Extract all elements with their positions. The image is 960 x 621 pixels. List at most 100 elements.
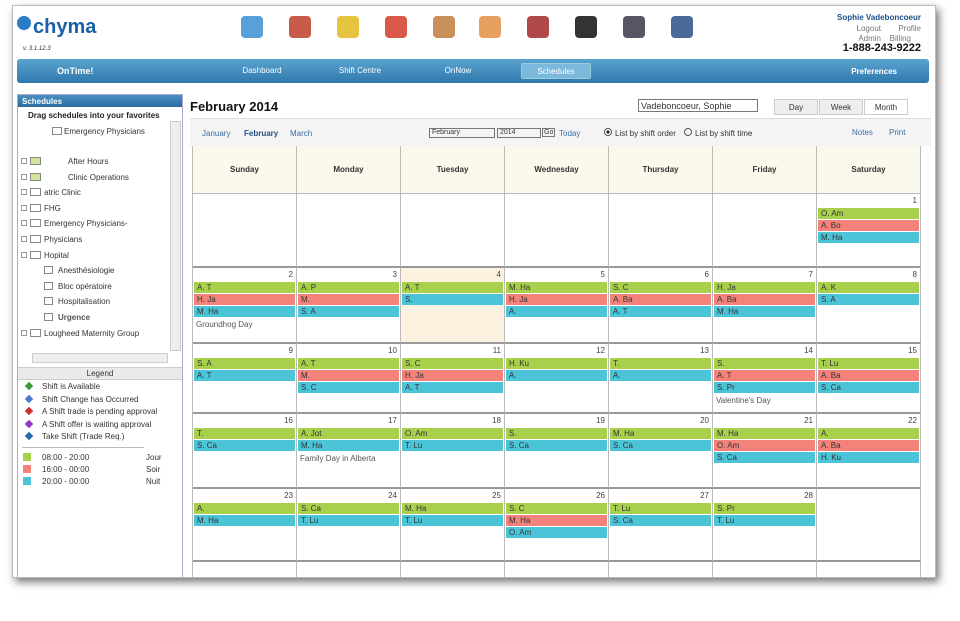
day-cell[interactable] — [713, 194, 817, 268]
shift-entry[interactable]: M. — [298, 294, 399, 305]
shift-entry[interactable]: A. T — [402, 282, 503, 293]
shift-entry[interactable]: S. Ca — [506, 440, 607, 451]
person-select[interactable]: Vadeboncoeur, Sophie — [638, 99, 758, 112]
shift-entry[interactable]: M. Ha — [506, 515, 607, 526]
schedule[interactable]: FHG — [44, 203, 61, 213]
shift-entry[interactable]: A. — [194, 503, 295, 514]
shift-entry[interactable]: H. Ja — [194, 294, 295, 305]
notes[interactable]: Notes — [852, 128, 873, 137]
shift-entry[interactable]: M. Ha — [610, 428, 711, 439]
day-cell[interactable]: 6 S. C A. Ba A. T — [609, 268, 713, 344]
day-cell[interactable]: 16 T. S. Ca — [193, 414, 297, 489]
day-cell[interactable]: 17 A. Jot M. Ha Family Day in Alberta — [297, 414, 401, 489]
shift-entry[interactable]: H. Ja — [506, 294, 607, 305]
shift-entry[interactable]: T. Lu — [402, 515, 503, 526]
shift-entry[interactable]: A. P — [298, 282, 399, 293]
day-cell[interactable] — [817, 489, 921, 562]
shift-entry[interactable]: S. A — [194, 358, 295, 369]
icon[interactable] — [671, 16, 693, 38]
shift-entry[interactable]: S. A — [818, 294, 919, 305]
nav-tab[interactable]: OnNow — [444, 66, 472, 75]
icon[interactable] — [623, 16, 645, 38]
year-select[interactable]: 2014 — [497, 128, 541, 138]
shift-entry[interactable]: T. — [194, 428, 295, 439]
shift-entry[interactable]: T. Lu — [818, 358, 919, 369]
schedule[interactable]: Hopital — [44, 250, 69, 260]
day-cell[interactable] — [713, 562, 817, 577]
shift-entry[interactable]: S. C — [610, 282, 711, 293]
shift-entry[interactable]: A. Jot — [298, 428, 399, 439]
sub-schedule[interactable]: Anesthésiologie — [58, 266, 115, 276]
shift-entry[interactable]: M. — [298, 370, 399, 381]
shift-entry[interactable]: S. Pr — [714, 503, 815, 514]
day-cell[interactable] — [297, 562, 401, 577]
shift-entry[interactable]: O. Am — [714, 440, 815, 451]
shift-entry[interactable]: H. Ja — [402, 370, 503, 381]
shift-entry[interactable]: S. C — [298, 382, 399, 393]
shift-entry[interactable]: S. C — [402, 358, 503, 369]
shift-entry[interactable]: T. Lu — [610, 503, 711, 514]
next-month[interactable]: March — [290, 129, 313, 138]
schedule[interactable]: Physicians — [44, 235, 83, 244]
shift-entry[interactable]: A. T — [610, 306, 711, 317]
icon[interactable] — [385, 16, 407, 38]
shift-entry[interactable]: M. Ha — [506, 282, 607, 293]
shift-entry[interactable]: M. Ha — [402, 503, 503, 514]
day-cell[interactable]: 20 M. Ha S. Ca — [609, 414, 713, 489]
shift-entry[interactable]: A. Ba — [714, 294, 815, 305]
sub-schedule[interactable]: Hospitalisation — [58, 297, 111, 307]
shift-entry[interactable]: A. Ba — [610, 294, 711, 305]
shift-entry[interactable]: H. Ku — [818, 452, 919, 463]
shift-entry[interactable]: S. Ca — [818, 382, 919, 393]
day-cell[interactable]: 8 A. K S. A — [817, 268, 921, 344]
shift-entry[interactable]: S. A — [298, 306, 399, 317]
day-cell[interactable]: 7 H. Ja A. Ba M. Ha — [713, 268, 817, 344]
day-cell[interactable]: 12 H. Ku A. — [505, 344, 609, 414]
prev-month[interactable]: January — [202, 129, 231, 138]
day-cell[interactable]: 19 S. S. Ca — [505, 414, 609, 489]
go-button[interactable]: Go — [542, 128, 556, 137]
shift-entry[interactable]: S. — [506, 428, 607, 439]
today[interactable]: Today — [559, 129, 581, 138]
shift-entry[interactable]: S. Ca — [714, 452, 815, 463]
sub-schedule[interactable]: Urgence — [58, 313, 91, 322]
nav-tab[interactable]: Schedules — [521, 63, 591, 79]
day-cell[interactable]: 18 O. Am T. Lu — [401, 414, 505, 489]
shift-entry[interactable]: S. C — [506, 503, 607, 514]
schedule[interactable]: Clinic Operations — [68, 172, 129, 182]
day-cell[interactable] — [609, 562, 713, 577]
day-cell[interactable]: 15 T. Lu A. Ba S. Ca — [817, 344, 921, 414]
shift-entry[interactable]: A. — [506, 370, 607, 381]
favorite[interactable]: Emergency Physicians — [64, 127, 145, 136]
day-cell[interactable] — [505, 562, 609, 577]
header-link[interactable]: Billing — [889, 34, 911, 43]
day-cell[interactable]: 2 A. T H. Ja M. Ha Groundhog Day — [193, 268, 297, 344]
view-tab[interactable]: Month — [864, 99, 908, 115]
day-cell[interactable]: 27 T. Lu S. Ca — [609, 489, 713, 562]
shift-entry[interactable]: O. Am — [402, 428, 503, 439]
day-cell[interactable]: 24 S. Ca T. Lu — [297, 489, 401, 562]
shift-entry[interactable]: M. Ha — [298, 440, 399, 451]
shift-entry[interactable]: A. — [610, 370, 711, 381]
shift-entry[interactable]: M. Ha — [194, 306, 295, 317]
day-cell[interactable]: 9 S. A A. T — [193, 344, 297, 414]
header-link[interactable]: Profile — [898, 24, 921, 33]
day-cell[interactable]: 13 T. A. — [609, 344, 713, 414]
icon[interactable] — [527, 16, 549, 38]
day-cell[interactable]: 21 M. Ha O. Am S. Ca — [713, 414, 817, 489]
preferences[interactable]: Preferences — [851, 67, 897, 76]
shift-entry[interactable]: T. Lu — [714, 515, 815, 526]
day-cell[interactable] — [401, 562, 505, 577]
day-cell[interactable] — [401, 194, 505, 268]
nav-tab[interactable]: Dashboard — [242, 66, 282, 75]
day-cell[interactable]: 10 A. T M. S. C — [297, 344, 401, 414]
shift-entry[interactable]: A. K — [818, 282, 919, 293]
header-link[interactable]: Admin — [858, 34, 881, 43]
shift-entry[interactable]: A. T — [714, 370, 815, 381]
sub-schedule[interactable]: Bloc opératoire — [58, 281, 112, 291]
icon[interactable] — [241, 16, 263, 38]
day-cell[interactable]: 14 S. A. T S. Pr Valentine's Day — [713, 344, 817, 414]
shift-entry[interactable]: H. Ku — [506, 358, 607, 369]
day-cell[interactable] — [193, 562, 297, 577]
day-cell[interactable]: 28 S. Pr T. Lu — [713, 489, 817, 562]
